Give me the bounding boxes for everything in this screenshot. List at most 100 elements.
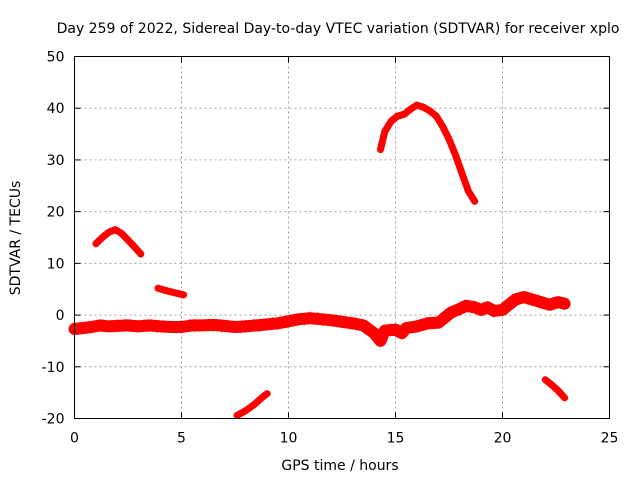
data-point: [210, 324, 218, 332]
data-point: [449, 145, 457, 153]
y-tick-label: 20: [47, 205, 65, 221]
series-trace: [68, 291, 571, 347]
data-point: [441, 316, 449, 324]
data-point: [223, 319, 231, 327]
x-tick-label: 10: [280, 431, 298, 447]
data-point: [460, 305, 468, 313]
x-tick-label: 15: [387, 431, 405, 447]
data-point: [137, 250, 145, 258]
data-point: [102, 325, 110, 333]
data-point: [73, 327, 81, 335]
data-point: [471, 197, 479, 205]
series-arc-5: [541, 376, 569, 402]
data-point: [465, 302, 473, 310]
data-point: [462, 180, 470, 188]
data-point: [479, 308, 487, 316]
data-point: [490, 310, 498, 318]
data-point: [453, 154, 461, 162]
data-point: [447, 311, 455, 319]
data-point: [445, 135, 453, 143]
series-band: [68, 291, 571, 347]
chart-title: Day 259 of 2022, Sidereal Day-to-day VTE…: [57, 21, 620, 37]
data-point: [499, 307, 506, 315]
data-point: [450, 148, 458, 156]
data-point: [398, 332, 406, 340]
data-point: [306, 311, 314, 319]
data-point: [543, 299, 551, 306]
data-layer: [68, 101, 571, 419]
grid-layer: [74, 56, 610, 419]
x-tick-label: 5: [177, 431, 186, 447]
data-point: [319, 318, 327, 326]
data-point: [204, 318, 212, 326]
data-point: [436, 320, 444, 328]
data-point: [137, 323, 145, 331]
data-point: [378, 140, 386, 148]
data-point: [151, 321, 159, 329]
data-point: [459, 173, 467, 180]
data-point: [488, 303, 496, 311]
y-tick-label: 10: [47, 256, 65, 272]
data-point: [113, 319, 121, 327]
data-point: [159, 320, 167, 328]
data-point: [172, 326, 180, 334]
data-point: [458, 301, 466, 309]
data-point: [457, 165, 465, 173]
data-point: [463, 183, 471, 191]
x-tick-label: 0: [70, 431, 79, 447]
data-point: [509, 300, 517, 308]
data-point: [333, 314, 341, 322]
data-point: [301, 318, 308, 326]
data-point: [559, 392, 567, 400]
data-point: [377, 146, 384, 154]
data-point: [526, 293, 534, 301]
data-point: [262, 391, 270, 399]
data-point: [379, 335, 387, 342]
data-point: [418, 324, 426, 331]
series-arc-2: [154, 284, 188, 299]
data-point: [242, 319, 250, 327]
data-point: [451, 151, 459, 159]
data-point: [110, 325, 118, 333]
data-point: [247, 323, 255, 331]
data-point: [446, 138, 454, 146]
data-point: [468, 306, 476, 314]
data-point: [405, 321, 413, 329]
data-point: [448, 141, 456, 149]
y-tick-label: -20: [42, 412, 65, 428]
data-point: [537, 301, 545, 309]
data-point: [285, 319, 292, 327]
data-point: [170, 322, 177, 330]
data-point: [561, 300, 569, 308]
y-tick-label: 40: [47, 101, 65, 117]
data-point: [343, 317, 351, 324]
data-point: [145, 324, 153, 332]
data-point: [534, 294, 542, 302]
data-point: [455, 162, 463, 170]
data-point: [255, 324, 263, 332]
data-point: [351, 317, 359, 325]
series-arc-3: [233, 390, 271, 419]
data-point: [311, 317, 319, 325]
data-point: [362, 321, 370, 329]
data-point: [156, 323, 164, 331]
data-point: [99, 319, 107, 327]
data-point: [520, 292, 528, 300]
data-point: [458, 169, 466, 177]
data-point: [424, 317, 432, 325]
data-point: [88, 326, 96, 334]
series-arc-1: [92, 226, 145, 258]
data-point: [379, 134, 387, 141]
data-point: [454, 158, 462, 166]
data-point: [124, 321, 132, 329]
data-point: [188, 320, 196, 328]
data-point: [561, 394, 569, 402]
y-tick-label: 50: [47, 50, 65, 66]
data-point: [279, 317, 287, 325]
x-tick-labels: 0 5 10 15 20 25: [70, 431, 618, 447]
y-tick-labels: -20 -10 0 10 20 30 40 50: [42, 50, 65, 428]
x-axis-label: GPS time / hours: [281, 458, 398, 474]
data-point: [140, 319, 148, 327]
y-axis-label: SDTVAR / TECUs: [8, 181, 24, 296]
